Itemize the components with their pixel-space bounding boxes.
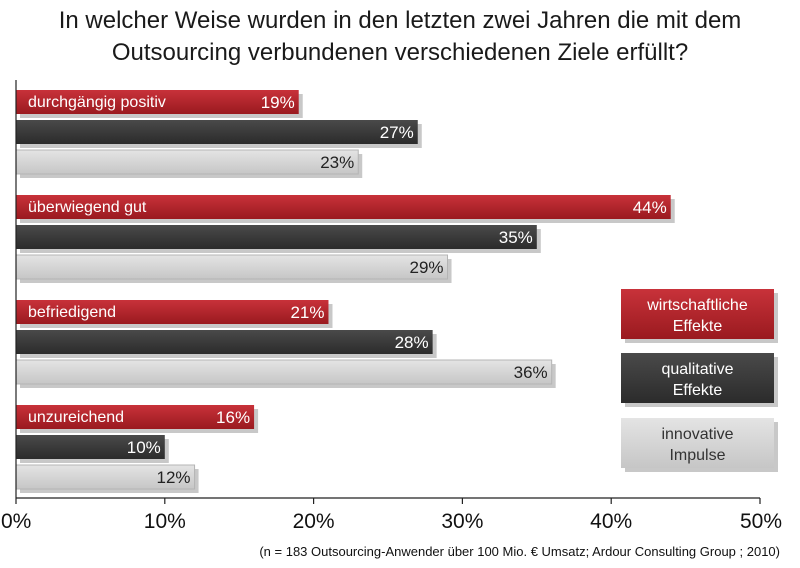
bar (16, 405, 255, 429)
category-label: überwiegend gut (28, 199, 147, 216)
x-axis: 0% 10% 20% 30% 40% 50% (1, 80, 782, 533)
bars-layer: 19% 27% 23% durchgängig positiv 44% 35% 29% übe… (15, 90, 675, 493)
legend-label: wirtschaftliche (646, 297, 748, 314)
x-tick-label: 30% (441, 510, 483, 533)
legend: wirtschaftliche Effekte qualitative Effekte… (621, 289, 778, 472)
x-tick-label: 50% (740, 510, 782, 533)
data-label: 16% (216, 408, 250, 427)
bar (16, 225, 537, 249)
x-tick-label: 20% (293, 510, 335, 533)
data-label: 44% (633, 198, 667, 217)
legend-swatch (621, 353, 774, 403)
data-label: 35% (499, 228, 533, 247)
bar (15, 149, 359, 175)
bar (16, 90, 299, 114)
bar (16, 195, 671, 219)
legend-label: Effekte (673, 318, 723, 335)
x-tick-label: 40% (590, 510, 632, 533)
data-label: 10% (127, 438, 161, 457)
legend-label: Impulse (669, 447, 725, 464)
data-label: 36% (514, 363, 548, 382)
category-label: durchgängig positiv (28, 94, 166, 111)
bar (16, 435, 165, 459)
category-label: befriedigend (28, 304, 116, 321)
source-note: (n = 183 Outsourcing-Anwender über 100 M… (259, 544, 780, 559)
bar (15, 464, 196, 490)
bar (16, 330, 433, 354)
x-tick-label: 10% (144, 510, 186, 533)
data-label: 12% (157, 468, 191, 487)
legend-swatch (621, 289, 774, 339)
legend-swatch (621, 418, 774, 468)
data-label: 28% (395, 333, 429, 352)
data-label: 27% (380, 123, 414, 142)
bar (15, 359, 553, 385)
data-label: 29% (409, 258, 443, 277)
x-tick-label: 0% (1, 510, 31, 533)
data-label: 23% (320, 153, 354, 172)
bar (16, 300, 329, 324)
data-label: 19% (261, 93, 295, 112)
category-label: unzureichend (28, 409, 124, 426)
legend-label: innovative (661, 426, 733, 443)
chart-title-line-2: Outsourcing verbundenen verschiedenen Zi… (112, 39, 688, 66)
chart-title-line-1: In welcher Weise wurden in den letzten z… (59, 7, 742, 34)
bar (16, 120, 418, 144)
data-label: 21% (290, 303, 324, 322)
legend-label: Effekte (673, 382, 723, 399)
legend-label: qualitative (661, 361, 733, 378)
bar (15, 254, 449, 280)
